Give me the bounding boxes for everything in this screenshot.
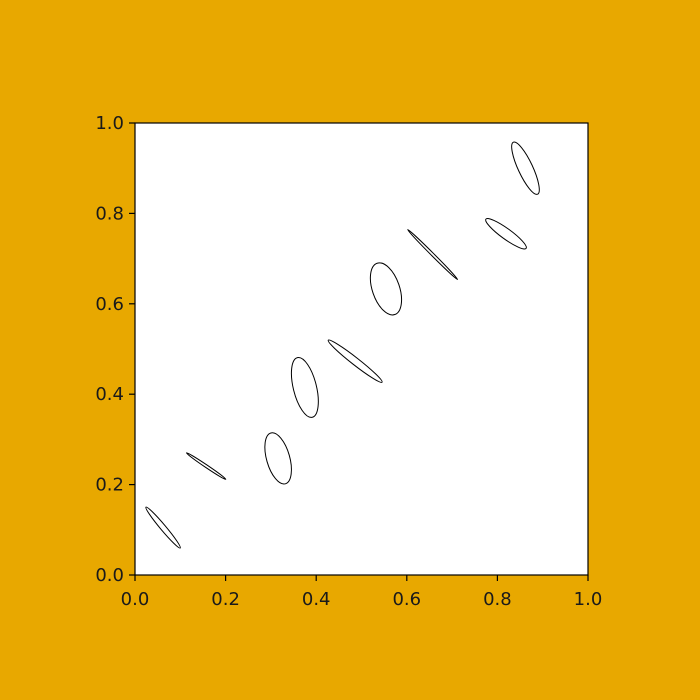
ellipse-point-9	[511, 141, 540, 195]
x-tick-label: 0.6	[392, 589, 421, 610]
y-axis: 0.0 0.2 0.4 0.6 0.8 1.0	[95, 113, 135, 586]
plot-area	[135, 123, 588, 575]
y-tick-label: 0.0	[95, 565, 124, 586]
ellipse-point-6	[369, 262, 403, 316]
x-tick-label: 0.2	[211, 589, 240, 610]
ellipse-point-7	[407, 229, 459, 280]
ellipse-point-5	[327, 339, 383, 383]
y-tick-label: 0.4	[95, 384, 124, 405]
ellipse-series	[145, 141, 540, 549]
ellipse-point-4	[290, 356, 319, 418]
y-tick-label: 0.8	[95, 203, 124, 224]
ellipse-point-2	[185, 452, 227, 480]
x-tick-label: 0.4	[302, 589, 331, 610]
ellipse-point-1	[145, 506, 181, 549]
x-tick-label: 1.0	[574, 589, 603, 610]
ellipse-point-3	[264, 432, 292, 485]
y-tick-label: 0.2	[95, 475, 124, 496]
axes-frame	[134, 122, 589, 576]
x-axis: 0.0 0.2 0.4 0.6 0.8 1.0	[121, 575, 603, 610]
y-tick-label: 0.6	[95, 294, 124, 315]
ellipse-point-8	[485, 218, 527, 250]
x-tick-label: 0.8	[483, 589, 512, 610]
x-tick-label: 0.0	[121, 589, 150, 610]
y-tick-label: 1.0	[95, 113, 124, 134]
